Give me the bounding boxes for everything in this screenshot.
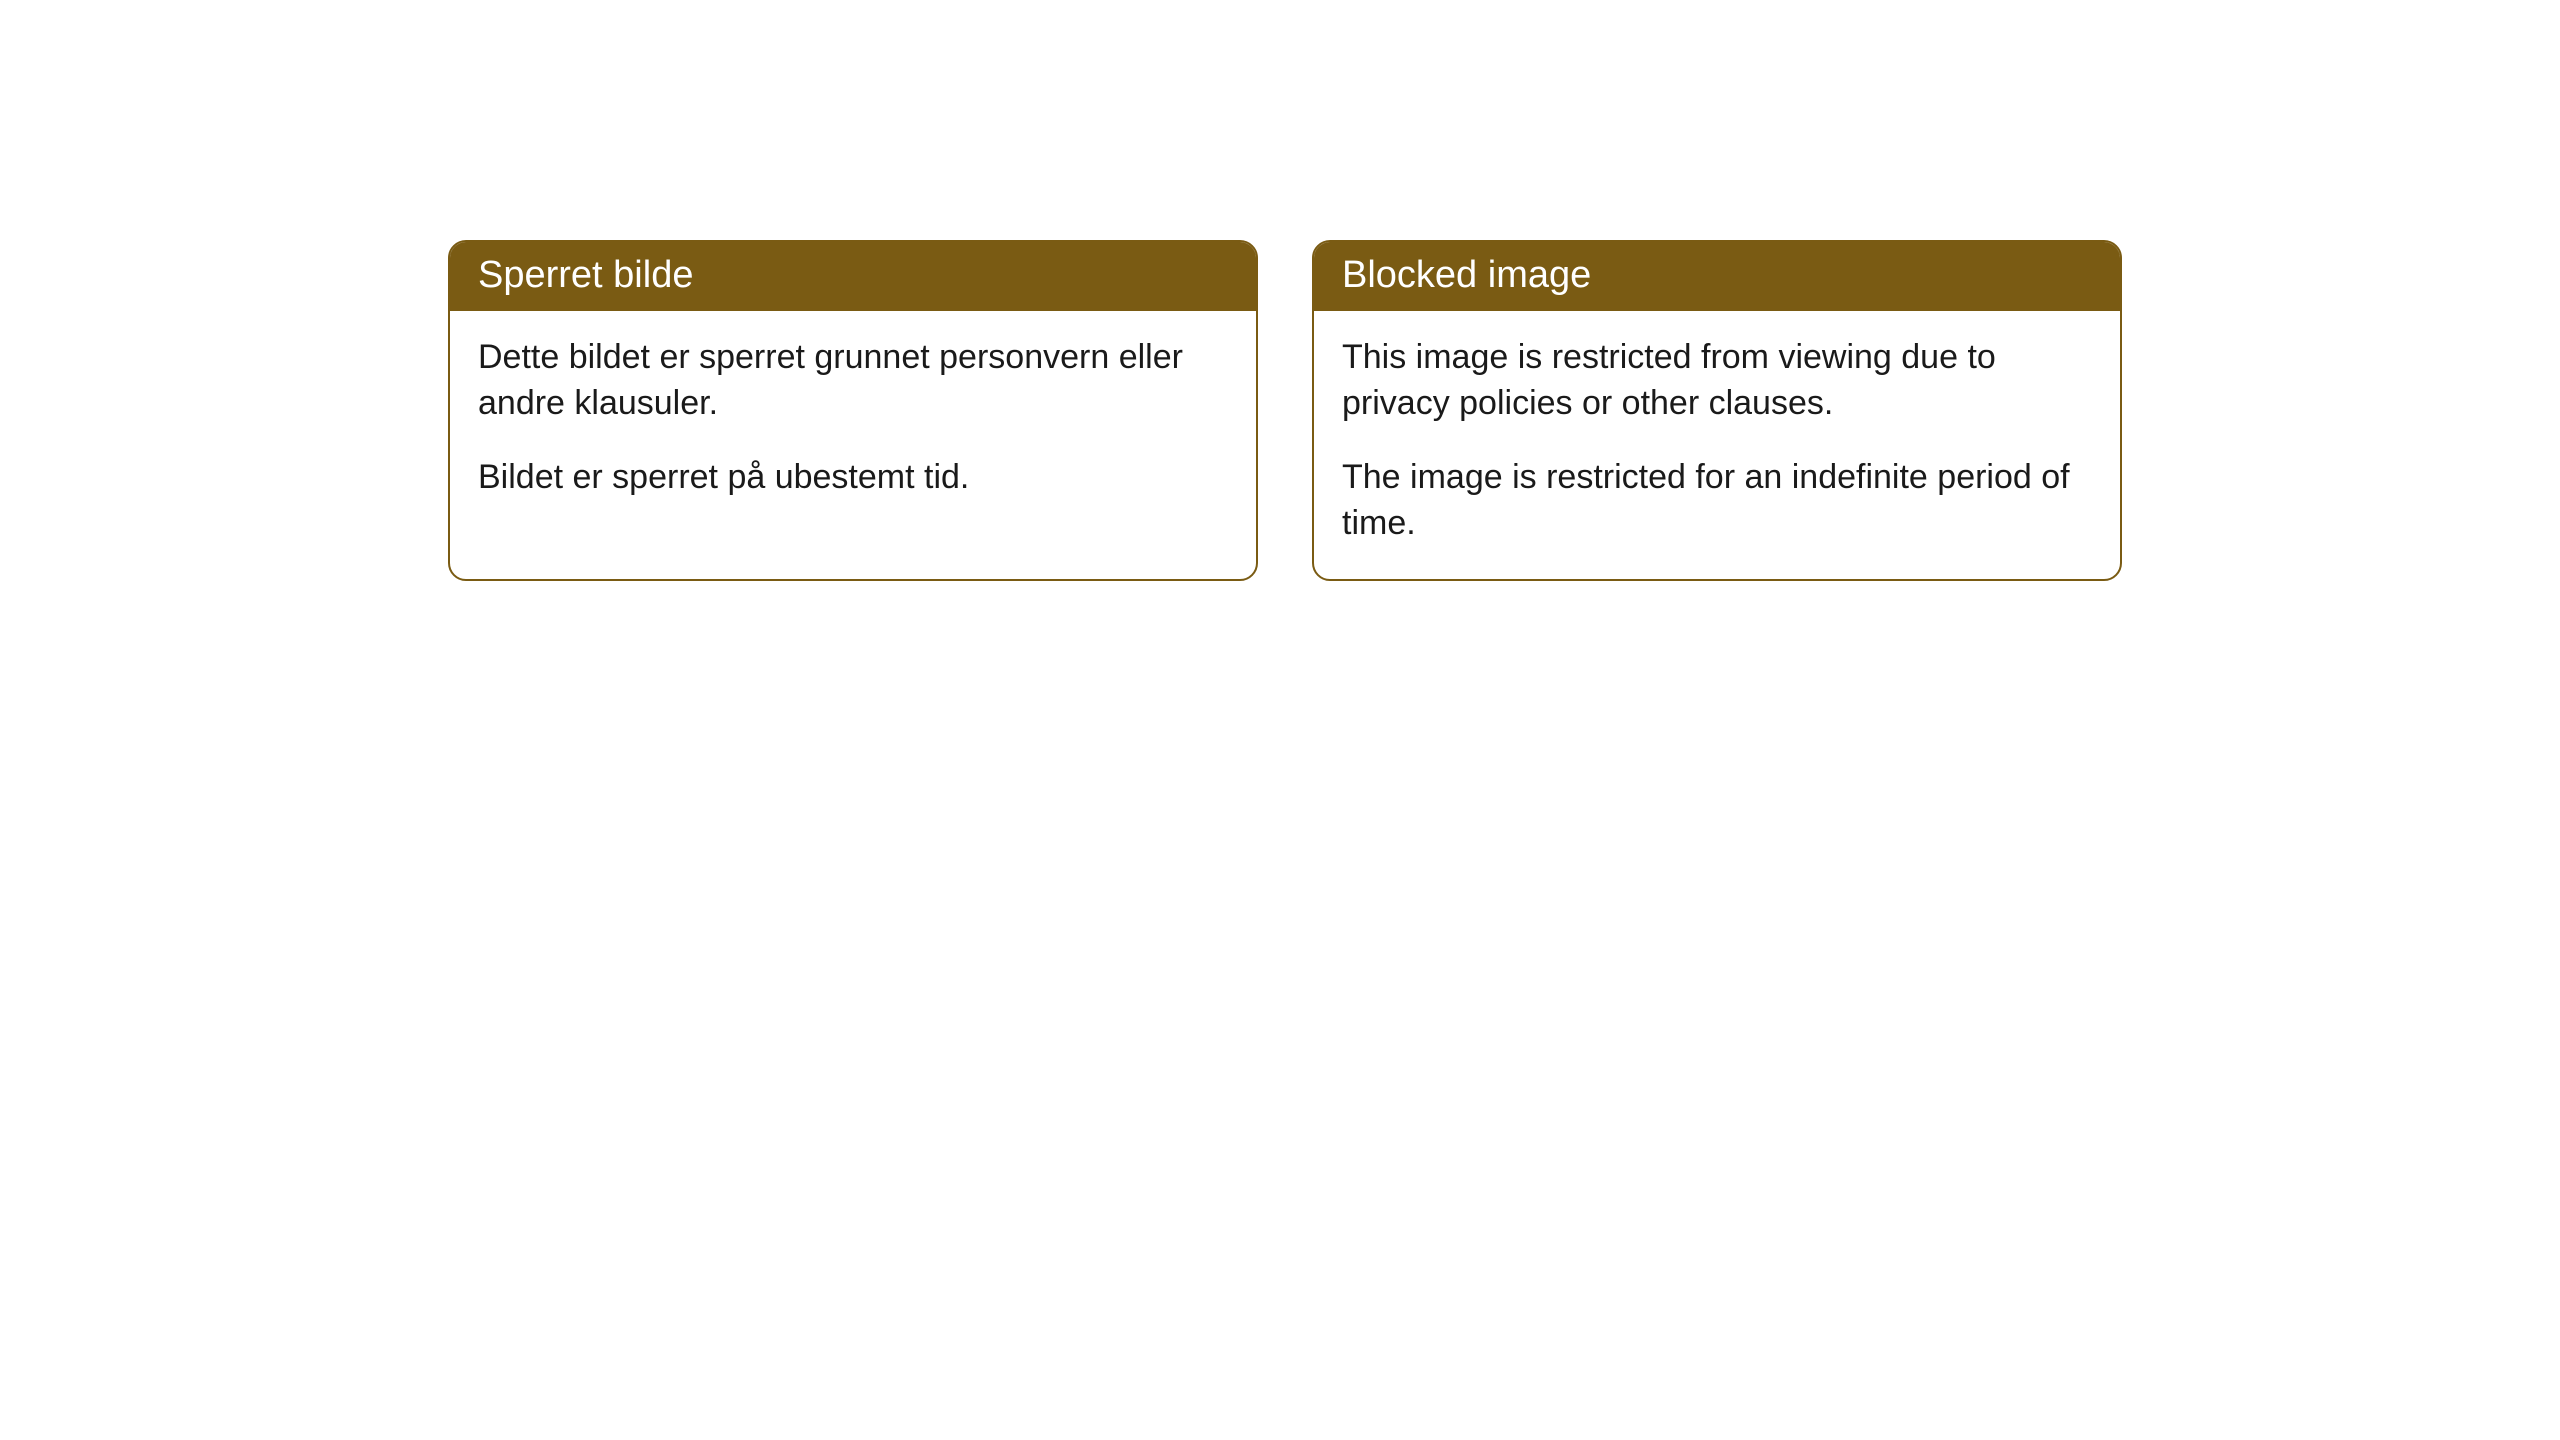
- card-paragraph-1: Dette bildet er sperret grunnet personve…: [478, 335, 1228, 427]
- blocked-image-card-english: Blocked image This image is restricted f…: [1312, 240, 2122, 581]
- card-header-english: Blocked image: [1314, 242, 2120, 311]
- card-paragraph-1: This image is restricted from viewing du…: [1342, 335, 2092, 427]
- cards-container: Sperret bilde Dette bildet er sperret gr…: [0, 0, 2560, 581]
- card-header-norwegian: Sperret bilde: [450, 242, 1256, 311]
- card-paragraph-2: The image is restricted for an indefinit…: [1342, 455, 2092, 547]
- card-body-norwegian: Dette bildet er sperret grunnet personve…: [450, 311, 1256, 533]
- blocked-image-card-norwegian: Sperret bilde Dette bildet er sperret gr…: [448, 240, 1258, 581]
- card-paragraph-2: Bildet er sperret på ubestemt tid.: [478, 455, 1228, 501]
- card-body-english: This image is restricted from viewing du…: [1314, 311, 2120, 579]
